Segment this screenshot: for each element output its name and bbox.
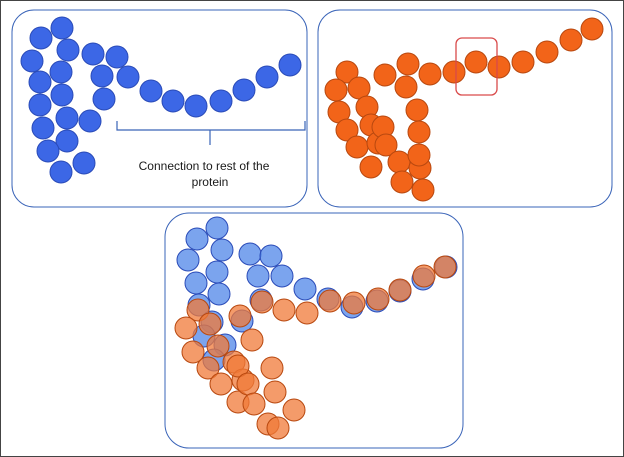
orange-bead	[559, 28, 583, 52]
blue-bead	[55, 129, 79, 153]
blue-bead	[56, 38, 80, 62]
blue-bead	[116, 65, 140, 89]
overlay-orange-bead	[282, 398, 306, 422]
orange-bead	[580, 17, 604, 41]
annotation-line-2: protein	[192, 175, 229, 189]
blue-bead	[55, 106, 79, 130]
orange-bead	[335, 118, 359, 142]
blue-bead	[28, 70, 52, 94]
overlay-orange-bead	[236, 372, 260, 396]
blue-bead	[209, 89, 233, 113]
orange-bead	[324, 78, 348, 102]
orange-bead	[464, 50, 488, 74]
overlay-blue-bead	[293, 277, 317, 301]
blue-chain	[20, 16, 302, 184]
overlay-blue-bead	[184, 271, 208, 295]
overlay-blue-bead	[207, 282, 231, 306]
panel-blue-structure: Connection to rest of the protein	[11, 9, 308, 208]
overlay-blue-bead	[205, 216, 229, 240]
blue-bead	[31, 116, 55, 140]
blue-bead	[29, 26, 53, 50]
overlay-blue-bead	[238, 242, 262, 266]
connection-bracket	[116, 121, 306, 145]
overlay-orange-bead	[242, 392, 266, 416]
blue-bead	[72, 151, 96, 175]
orange-bead	[396, 52, 420, 76]
blue-bead	[278, 53, 302, 77]
overlay-orange-bead	[433, 255, 457, 279]
orange-bead	[394, 75, 418, 99]
blue-bead	[255, 65, 279, 89]
orange-bead	[535, 40, 559, 64]
overlay-orange-chain	[174, 255, 457, 440]
overlay-blue-bead	[210, 238, 234, 262]
overlay-orange-bead	[196, 356, 220, 380]
panel-orange-structure	[317, 9, 613, 208]
overlay-orange-bead	[198, 312, 222, 336]
blue-bead	[105, 45, 129, 69]
orange-bead	[359, 155, 383, 179]
overlay-orange-bead	[342, 291, 366, 315]
overlay-orange-bead	[388, 278, 412, 302]
orange-bead	[407, 120, 431, 144]
orange-bead	[387, 150, 411, 174]
orange-bead	[373, 63, 397, 87]
overlay-orange-bead	[174, 316, 198, 340]
overlay-orange-bead	[226, 354, 250, 378]
blue-bead	[50, 83, 74, 107]
blue-bead	[49, 60, 73, 84]
overlay-orange-bead	[206, 334, 230, 358]
orange-bead	[487, 55, 511, 79]
orange-chain	[324, 17, 604, 202]
overlay-orange-bead	[263, 380, 287, 404]
panel-overlay-structure	[164, 212, 464, 449]
blue-bead	[36, 139, 60, 163]
orange-bead	[442, 60, 466, 84]
blue-bead	[139, 79, 163, 103]
orange-bead	[374, 133, 398, 157]
overlay-orange-bead	[366, 287, 390, 311]
orange-bead	[335, 60, 359, 84]
blue-bead	[184, 94, 208, 118]
overlay-orange-bead	[272, 298, 296, 322]
blue-bead	[161, 89, 185, 113]
overlay-blue-bead	[176, 248, 200, 272]
orange-bead	[405, 98, 429, 122]
overlay-orange-bead	[181, 340, 205, 364]
overlay-orange-bead	[240, 328, 264, 352]
annotation-line-1: Connection to rest of the	[139, 159, 270, 173]
overlay-blue-bead	[270, 264, 294, 288]
blue-bead	[78, 109, 102, 133]
blue-bead	[92, 87, 116, 111]
orange-bead	[407, 143, 431, 167]
overlay-orange-bead	[209, 372, 233, 396]
overlay-orange-bead	[250, 290, 274, 314]
blue-bead	[50, 16, 74, 40]
orange-bead	[390, 170, 414, 194]
overlay-orange-bead	[260, 356, 284, 380]
blue-bead	[90, 64, 114, 88]
blue-bead	[49, 160, 73, 184]
highlight-box	[455, 37, 498, 96]
overlay-blue-bead	[185, 227, 209, 251]
orange-bead	[345, 135, 369, 159]
overlay-blue-bead	[246, 264, 270, 288]
blue-bead	[28, 93, 52, 117]
overlay-orange-bead	[412, 264, 436, 288]
blue-bead	[232, 78, 256, 102]
orange-bead	[411, 178, 435, 202]
overlay-orange-bead	[295, 301, 319, 325]
overlay-blue-bead	[259, 244, 283, 268]
overlay-orange-bead	[228, 304, 252, 328]
overlay-orange-bead	[318, 289, 342, 313]
orange-bead	[418, 62, 442, 86]
orange-bead	[511, 50, 535, 74]
overlay-orange-bead	[266, 416, 290, 440]
blue-bead	[20, 49, 44, 73]
blue-bead	[81, 42, 105, 66]
overlay-blue-bead	[205, 260, 229, 284]
